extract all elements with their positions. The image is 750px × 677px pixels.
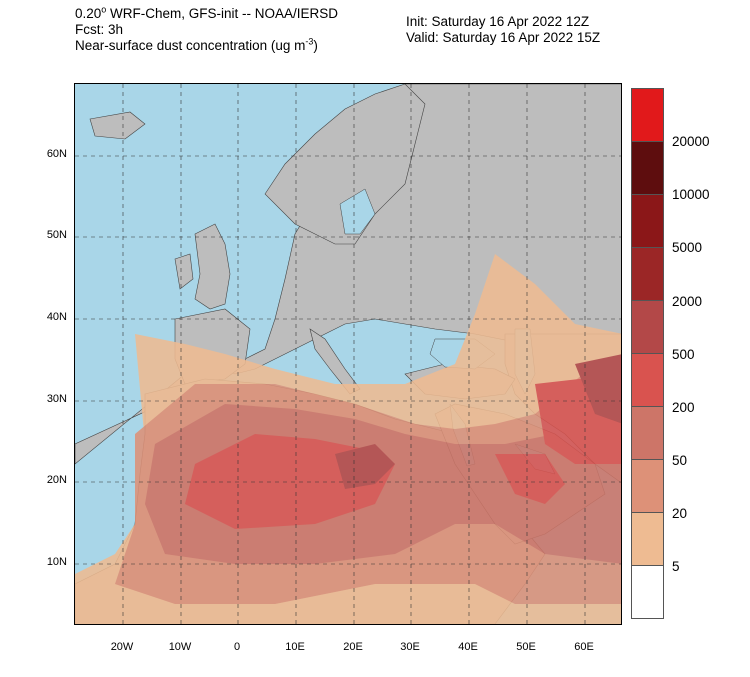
colorbar-box-1 <box>631 142 664 195</box>
colorbar-box-3 <box>631 248 664 301</box>
colorbar-box-2 <box>631 195 664 248</box>
legend-label-5000: 5000 <box>672 240 703 255</box>
legend-label-20: 20 <box>672 506 688 521</box>
lon-label-20w: 20W <box>110 641 134 653</box>
colorbar-box-6 <box>631 407 664 460</box>
lon-label-40e: 40E <box>458 641 478 653</box>
lat-label-30n: 30N <box>46 393 67 405</box>
lon-label-20e: 20E <box>343 641 363 653</box>
legend-label-20000: 20000 <box>672 134 710 149</box>
lat-label-20n: 20N <box>46 474 67 486</box>
header-left: 0.20o WRF-Chem, GFS-init -- NOAA/IERSD F… <box>75 4 339 54</box>
colorbar-box-4 <box>631 301 664 354</box>
lat-label-40n: 40N <box>46 311 67 323</box>
lon-label-10w: 10W <box>168 641 192 653</box>
valid-time: Valid: Saturday 16 Apr 2022 15Z <box>406 30 601 45</box>
colorbar-box-9 <box>631 566 664 619</box>
colorbar-box-0 <box>631 88 664 142</box>
legend-label-50: 50 <box>672 453 688 468</box>
map-canvas <box>75 84 621 624</box>
lon-label-0: 0 <box>233 641 241 653</box>
legend-label-500: 500 <box>672 347 695 362</box>
dust-layer <box>75 254 621 624</box>
dust-map <box>74 83 622 625</box>
header-right: Init: Saturday 16 Apr 2022 12Z Valid: Sa… <box>406 14 600 46</box>
init-time: Init: Saturday 16 Apr 2022 12Z <box>406 14 590 29</box>
colorbar-box-5 <box>631 354 664 407</box>
forecast-hour: Fcst: 3h <box>75 22 124 37</box>
legend-label-200: 200 <box>672 400 695 415</box>
legend-label-10000: 10000 <box>672 187 710 202</box>
graticule <box>75 84 621 624</box>
lat-label-10n: 10N <box>46 556 67 568</box>
lon-label-60e: 60E <box>574 641 594 653</box>
legend-label-2000: 2000 <box>672 294 703 309</box>
model-title: 0.20o WRF-Chem, GFS-init -- NOAA/IERSD <box>75 4 339 21</box>
lon-label-50e: 50E <box>516 641 536 653</box>
lat-label-50n: 50N <box>46 229 67 241</box>
colorbar-box-7 <box>631 460 664 513</box>
colorbar-box-8 <box>631 513 664 566</box>
lon-label-10e: 10E <box>285 641 305 653</box>
lon-label-30e: 30E <box>400 641 420 653</box>
lat-label-60n: 60N <box>46 148 67 160</box>
field-title: Near-surface dust concentration (ug m-3) <box>75 36 318 53</box>
colorbar <box>631 88 664 619</box>
legend-label-5: 5 <box>672 559 680 574</box>
